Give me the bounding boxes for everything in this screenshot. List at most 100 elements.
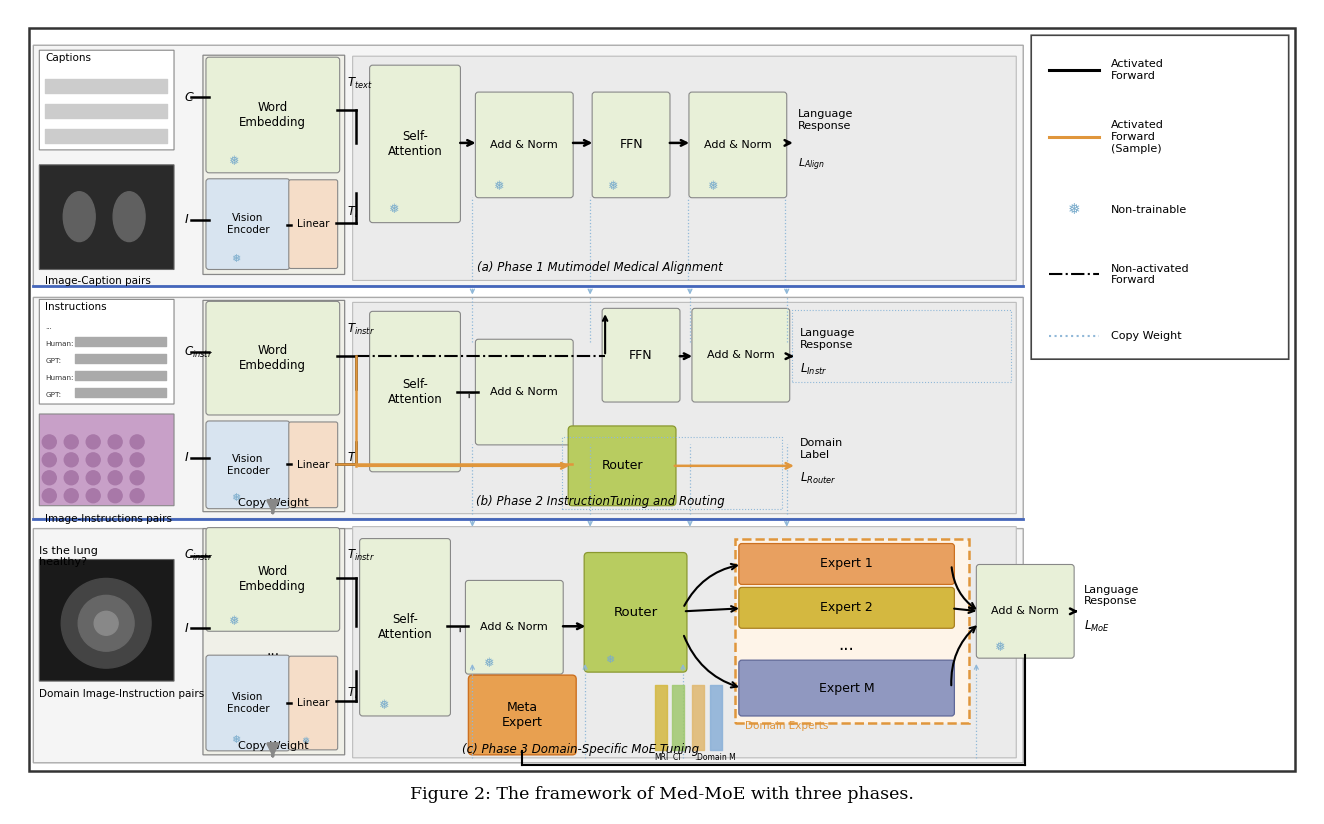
Text: Self-
Attention: Self- Attention [388,377,442,405]
Text: Linear: Linear [297,460,330,470]
FancyBboxPatch shape [369,311,461,472]
FancyBboxPatch shape [739,588,955,628]
Circle shape [65,471,78,485]
Circle shape [86,489,101,503]
Text: (c) Phase 3 Domain-Specific MoE Tuning: (c) Phase 3 Domain-Specific MoE Tuning [462,743,699,756]
Text: ❅: ❅ [228,156,238,168]
FancyBboxPatch shape [568,426,677,506]
Text: Image-Caption pairs: Image-Caption pairs [45,277,151,287]
Text: Captions: Captions [45,54,91,63]
Circle shape [130,489,144,503]
Text: MRI: MRI [654,753,669,762]
Circle shape [65,489,78,503]
Text: Copy Weight: Copy Weight [237,498,308,508]
Text: ⌌: ⌌ [462,385,474,400]
Text: Language
Response: Language Response [1084,584,1140,606]
Text: Is the lung
healthy?: Is the lung healthy? [40,545,98,567]
Text: $T_{instr}$: $T_{instr}$ [347,321,375,337]
Text: (b) Phase 2 InstructionTuning and Routing: (b) Phase 2 InstructionTuning and Routin… [475,494,724,508]
Text: Add & Norm: Add & Norm [707,350,775,360]
Text: Router: Router [613,606,658,619]
FancyBboxPatch shape [207,57,340,173]
Text: $I$: $I$ [184,213,189,226]
FancyBboxPatch shape [40,559,173,681]
Text: Word
Embedding: Word Embedding [240,565,306,593]
Circle shape [94,611,118,635]
FancyBboxPatch shape [352,527,1017,758]
FancyBboxPatch shape [475,92,573,198]
FancyBboxPatch shape [29,28,1295,770]
Text: $L_{Router}$: $L_{Router}$ [800,471,837,486]
Text: Word
Embedding: Word Embedding [240,344,306,372]
Text: $L_{Align}$: $L_{Align}$ [798,157,825,173]
Text: $T_i$: $T_i$ [347,686,357,700]
Text: Activated
Forward: Activated Forward [1111,59,1164,81]
Text: ❅: ❅ [232,493,241,503]
Text: $T_i$: $T_i$ [347,452,357,466]
Circle shape [42,489,57,503]
Circle shape [130,471,144,485]
Circle shape [61,578,151,668]
FancyBboxPatch shape [688,92,786,198]
Text: Non-trainable: Non-trainable [1111,204,1188,215]
Text: Expert 2: Expert 2 [821,602,873,615]
FancyBboxPatch shape [203,529,344,755]
FancyBboxPatch shape [352,56,1017,280]
Text: Add & Norm: Add & Norm [490,140,559,150]
Text: Domain Image-Instruction pairs: Domain Image-Instruction pairs [40,689,205,699]
Text: GPT:: GPT: [45,392,61,398]
Text: Word
Embedding: Word Embedding [240,101,306,129]
Circle shape [86,435,101,449]
Text: $C$: $C$ [184,91,195,104]
FancyBboxPatch shape [207,302,340,415]
FancyBboxPatch shape [33,297,1023,518]
FancyBboxPatch shape [40,414,173,506]
Text: Vision
Encoder: Vision Encoder [226,692,269,714]
FancyBboxPatch shape [360,539,450,716]
Text: Self-
Attention: Self- Attention [388,130,442,158]
Text: ❅: ❅ [994,641,1005,653]
Text: ❅: ❅ [606,180,617,194]
Text: ❅: ❅ [707,180,718,194]
Text: ❅: ❅ [232,735,241,745]
Text: ❅: ❅ [302,736,310,746]
Text: Copy Weight: Copy Weight [1111,331,1182,341]
FancyBboxPatch shape [1031,35,1288,359]
Text: Human:: Human: [45,341,74,347]
Text: ...: ... [266,644,279,658]
FancyBboxPatch shape [207,179,290,269]
FancyBboxPatch shape [40,299,173,404]
FancyBboxPatch shape [207,527,340,631]
FancyBboxPatch shape [602,308,681,402]
Text: ❅: ❅ [493,180,503,194]
Circle shape [109,489,122,503]
FancyBboxPatch shape [475,339,573,445]
Text: FFN: FFN [629,349,653,362]
Circle shape [130,453,144,467]
FancyBboxPatch shape [203,301,344,512]
Text: Add & Norm: Add & Norm [490,387,559,397]
FancyBboxPatch shape [692,308,789,402]
Text: Add & Norm: Add & Norm [704,140,772,150]
FancyArrowPatch shape [267,500,278,513]
Text: ❅: ❅ [228,615,238,628]
Text: Activated
Forward
(Sample): Activated Forward (Sample) [1111,120,1164,153]
Text: $C_{instr}$: $C_{instr}$ [184,548,213,563]
Circle shape [65,435,78,449]
Text: ❅: ❅ [388,204,399,216]
Text: Copy Weight: Copy Weight [237,741,308,751]
Circle shape [42,435,57,449]
Text: Figure 2: The framework of Med-MoE with three phases.: Figure 2: The framework of Med-MoE with … [410,786,914,803]
FancyBboxPatch shape [466,580,563,674]
Text: Linear: Linear [297,698,330,708]
FancyBboxPatch shape [289,422,338,508]
Text: $C_{instr}$: $C_{instr}$ [184,344,213,360]
Text: $T_{text}$: $T_{text}$ [347,76,372,91]
Text: Self-
Attention: Self- Attention [377,613,433,641]
FancyBboxPatch shape [40,165,173,269]
Circle shape [42,453,57,467]
FancyBboxPatch shape [352,302,1017,513]
Text: ❅: ❅ [605,655,614,665]
FancyBboxPatch shape [584,553,687,672]
Text: GPT:: GPT: [45,358,61,364]
